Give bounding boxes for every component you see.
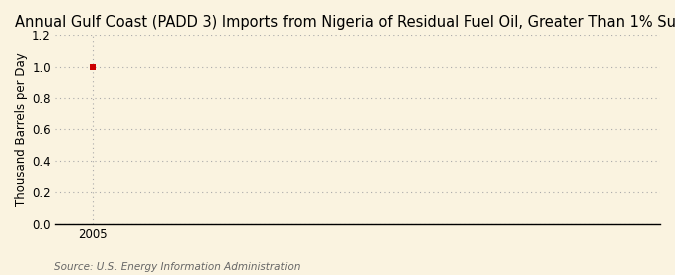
Title: Annual Gulf Coast (PADD 3) Imports from Nigeria of Residual Fuel Oil, Greater Th: Annual Gulf Coast (PADD 3) Imports from … [15,15,675,30]
Text: Source: U.S. Energy Information Administration: Source: U.S. Energy Information Administ… [54,262,300,272]
Y-axis label: Thousand Barrels per Day: Thousand Barrels per Day [15,53,28,206]
